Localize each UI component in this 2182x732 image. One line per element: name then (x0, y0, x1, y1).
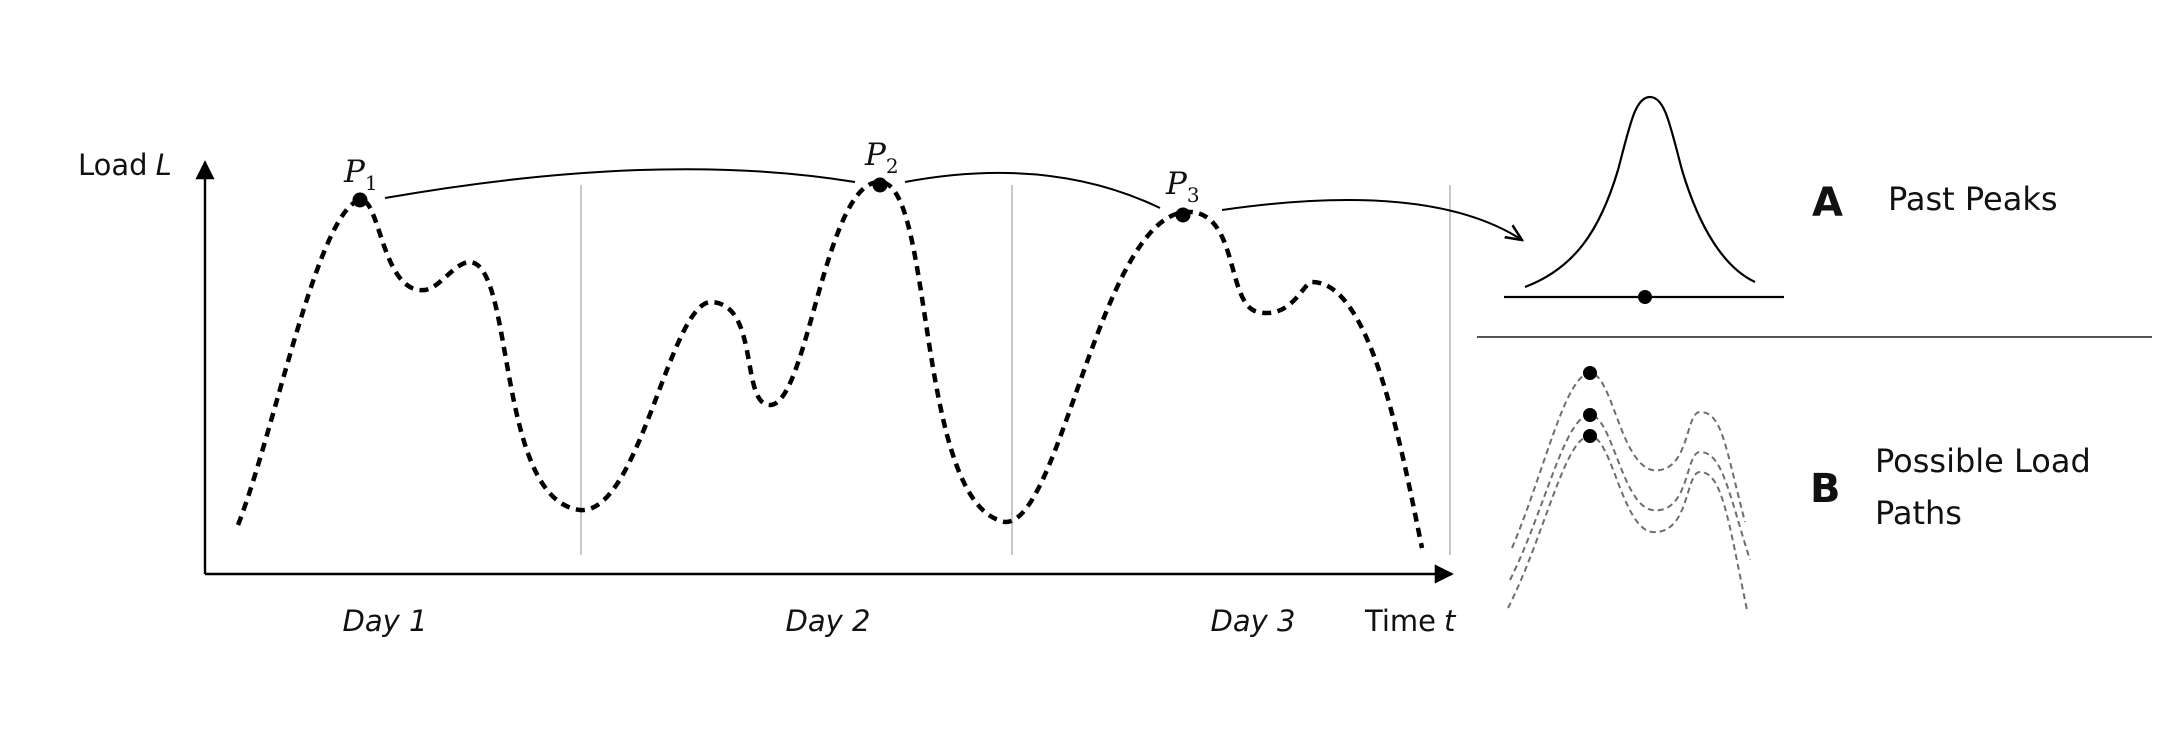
peak-label-3: P3 (1165, 166, 1200, 207)
load-path-3 (1507, 434, 1748, 611)
peak-label-2-letter: P (864, 137, 887, 173)
peak-marker-2 (872, 177, 888, 193)
day-label-2: Day 2 (786, 604, 871, 638)
load-path-1 (1511, 371, 1746, 549)
y-axis-label-word: Load (78, 148, 148, 182)
x-axis-label-word: Time (1364, 604, 1436, 638)
peak-marker-1 (352, 192, 368, 208)
panel-a-title: Past Peaks (1888, 180, 2058, 218)
peak-connector-2-3 (904, 171, 1161, 209)
peak-distribution-curve (1524, 95, 1756, 289)
peak-label-3-index: 3 (1187, 183, 1200, 207)
y-axis-symbol: L (156, 148, 172, 182)
peak-label-1-index: 1 (365, 171, 378, 195)
distribution-mean-marker (1638, 290, 1652, 304)
load-path-3-peak-marker (1583, 429, 1597, 443)
day-label-1: Day 1 (343, 604, 428, 638)
peak-label-1: P1 (343, 154, 378, 195)
panel-b-letter: B (1810, 466, 1841, 512)
peak-label-2: P2 (864, 137, 899, 178)
x-axis-symbol: t (1444, 604, 1457, 638)
x-axis-label: Time t (1364, 604, 1457, 638)
panel-a-letter: A (1812, 180, 1843, 226)
panel-b-title-line2: Paths (1875, 494, 1962, 532)
load-path-2 (1509, 413, 1751, 581)
y-axis-label: Load L (78, 148, 172, 182)
load-path-1-peak-marker (1583, 366, 1597, 380)
panel-b-possible-load-paths: B Possible Load Paths (1507, 366, 2091, 611)
load-path-2-peak-marker (1583, 408, 1597, 422)
peak-connector-3-to-distribution (1221, 199, 1522, 240)
main-load-chart: Load L Time t Day 1 Day 2 Day 3 P1 P2 P3 (78, 137, 1522, 638)
peak-label-2-index: 2 (886, 154, 899, 178)
panel-b-title-line1: Possible Load (1875, 442, 2091, 480)
panel-a-past-peaks: A Past Peaks (1504, 95, 2058, 304)
load-curve (235, 179, 1425, 549)
peak-connector-1-2 (384, 168, 856, 199)
peak-marker-3 (1175, 207, 1191, 223)
day-label-3: Day 3 (1211, 604, 1296, 638)
peak-label-1-letter: P (343, 154, 366, 190)
peak-label-3-letter: P (1165, 166, 1188, 202)
